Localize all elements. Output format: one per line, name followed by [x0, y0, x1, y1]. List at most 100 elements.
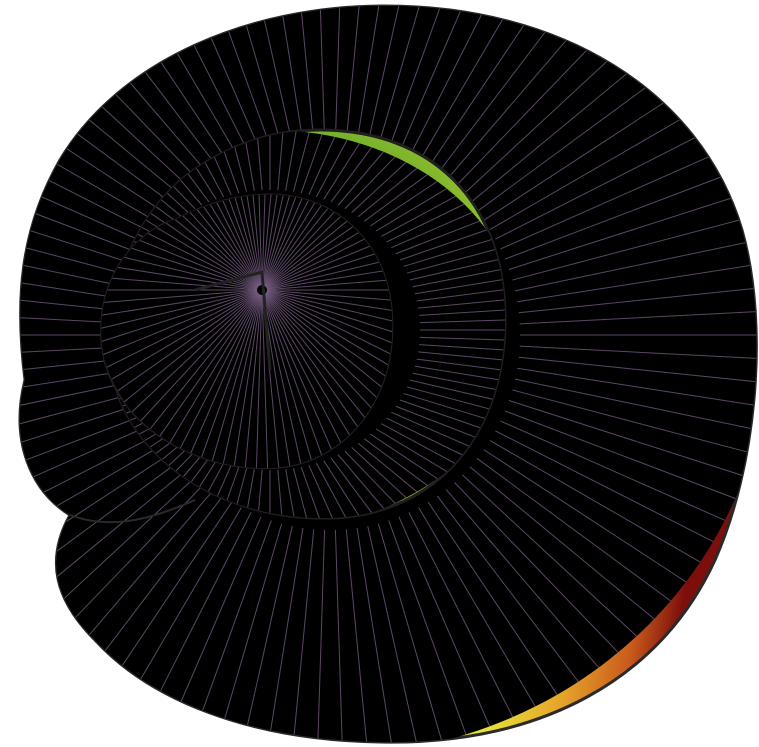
- mesh-spoke: [261, 194, 269, 286]
- mesh-spoke: [266, 290, 393, 343]
- mesh-spoke: [124, 507, 242, 707]
- mesh-spoke: [381, 195, 457, 237]
- mesh-spoke: [395, 220, 480, 255]
- mesh-spoke: [20, 310, 141, 325]
- mesh-spoke: [517, 367, 757, 408]
- mesh-spoke: [101, 290, 258, 330]
- mesh-spoke: [454, 482, 619, 653]
- mesh-spoke: [518, 356, 757, 384]
- mesh-spoke: [20, 286, 142, 314]
- mesh-spoke: [504, 171, 736, 260]
- mesh-spoke: [356, 527, 394, 743]
- mesh-spoke: [266, 291, 393, 356]
- mesh-spoke: [469, 466, 655, 620]
- mesh-spoke: [388, 520, 467, 735]
- mesh-spoke: [508, 400, 745, 477]
- mesh-spoke: [139, 293, 259, 423]
- mesh-spoke: [370, 433, 438, 480]
- mesh-spoke: [266, 6, 304, 143]
- mesh-spoke: [514, 239, 757, 292]
- mesh-spoke: [514, 378, 757, 431]
- mesh-spoke: [217, 523, 283, 742]
- mesh-spoke: [476, 458, 671, 602]
- mesh-spoke: [146, 512, 252, 718]
- mesh-spoke: [266, 212, 393, 289]
- mesh-spoke: [398, 516, 491, 727]
- mesh-spoke: [131, 292, 259, 413]
- mesh-spoke: [147, 194, 260, 287]
- mesh-spoke: [264, 194, 358, 287]
- mesh-spoke: [445, 489, 600, 668]
- mesh-spoke: [243, 469, 255, 519]
- mesh-spoke: [20, 356, 142, 384]
- mesh-spoke: [166, 293, 260, 448]
- mesh-spoke: [419, 308, 505, 316]
- mesh-spoke: [504, 410, 736, 499]
- mesh-spoke: [337, 151, 384, 206]
- mesh-spoke: [20, 128, 165, 240]
- mesh-spoke: [375, 188, 448, 232]
- mesh-spoke: [351, 447, 407, 499]
- mesh-spoke: [315, 139, 348, 198]
- mesh-spoke: [300, 134, 323, 194]
- mesh-spoke: [419, 336, 505, 341]
- mesh-spoke: [169, 6, 262, 154]
- mesh-spoke: [20, 171, 156, 260]
- mesh-spoke: [345, 529, 369, 743]
- mesh-spoke: [231, 294, 262, 469]
- mesh-spoke: [408, 512, 514, 718]
- mesh-spoke: [395, 405, 480, 440]
- mesh-spoke: [381, 423, 457, 465]
- mesh-spoke: [20, 410, 156, 499]
- mesh-spoke: [519, 310, 757, 325]
- mesh-spoke: [469, 50, 655, 204]
- mesh-spoke: [291, 529, 315, 743]
- mesh-spoke: [266, 291, 393, 368]
- mesh-spoke: [102, 501, 233, 695]
- mesh-spoke: [370, 180, 438, 227]
- mesh-spoke: [308, 465, 336, 519]
- mesh-spoke: [101, 263, 258, 290]
- mesh-spoke: [495, 430, 714, 542]
- mesh-spoke: [265, 194, 393, 288]
- mesh-spoke: [20, 389, 148, 454]
- mesh-spoke: [156, 293, 260, 441]
- mesh-spoke: [308, 136, 336, 195]
- mesh-spoke: [20, 420, 160, 521]
- mesh-spoke: [264, 293, 377, 432]
- mesh-spoke: [264, 293, 358, 448]
- mesh-spoke: [414, 365, 505, 383]
- mesh-spoke: [124, 6, 242, 163]
- mesh-spoke: [416, 358, 505, 373]
- mesh-spoke: [20, 149, 160, 250]
- mesh-spoke: [262, 194, 281, 286]
- mesh-spoke: [476, 68, 671, 212]
- mesh-spoke: [208, 294, 261, 469]
- mesh-spoke: [176, 194, 260, 286]
- mesh-spoke: [377, 523, 443, 742]
- mesh-spoke: [266, 527, 304, 743]
- mesh-spoke: [377, 6, 443, 147]
- mesh-spoke: [330, 146, 373, 203]
- mesh-spoke: [489, 107, 701, 231]
- mesh-spoke: [20, 345, 141, 360]
- mesh-spoke: [266, 237, 393, 290]
- mesh-spoke: [351, 161, 407, 213]
- mesh-spoke: [500, 420, 726, 521]
- mesh-spoke: [416, 287, 505, 302]
- mesh-spoke: [263, 294, 327, 467]
- mesh-spoke: [323, 460, 361, 517]
- mesh-spoke: [408, 6, 514, 158]
- mesh-spoke: [110, 211, 149, 249]
- mesh-spoke: [263, 194, 337, 286]
- mesh-spoke: [403, 393, 493, 422]
- mesh-spoke: [262, 294, 304, 469]
- mesh-spoke: [489, 439, 701, 563]
- mesh-spoke: [220, 294, 262, 469]
- mesh-spoke: [419, 344, 505, 352]
- mesh-spoke: [495, 128, 714, 240]
- mesh-spoke: [264, 194, 377, 287]
- mesh-spoke: [334, 6, 344, 141]
- mesh-spoke: [330, 457, 373, 514]
